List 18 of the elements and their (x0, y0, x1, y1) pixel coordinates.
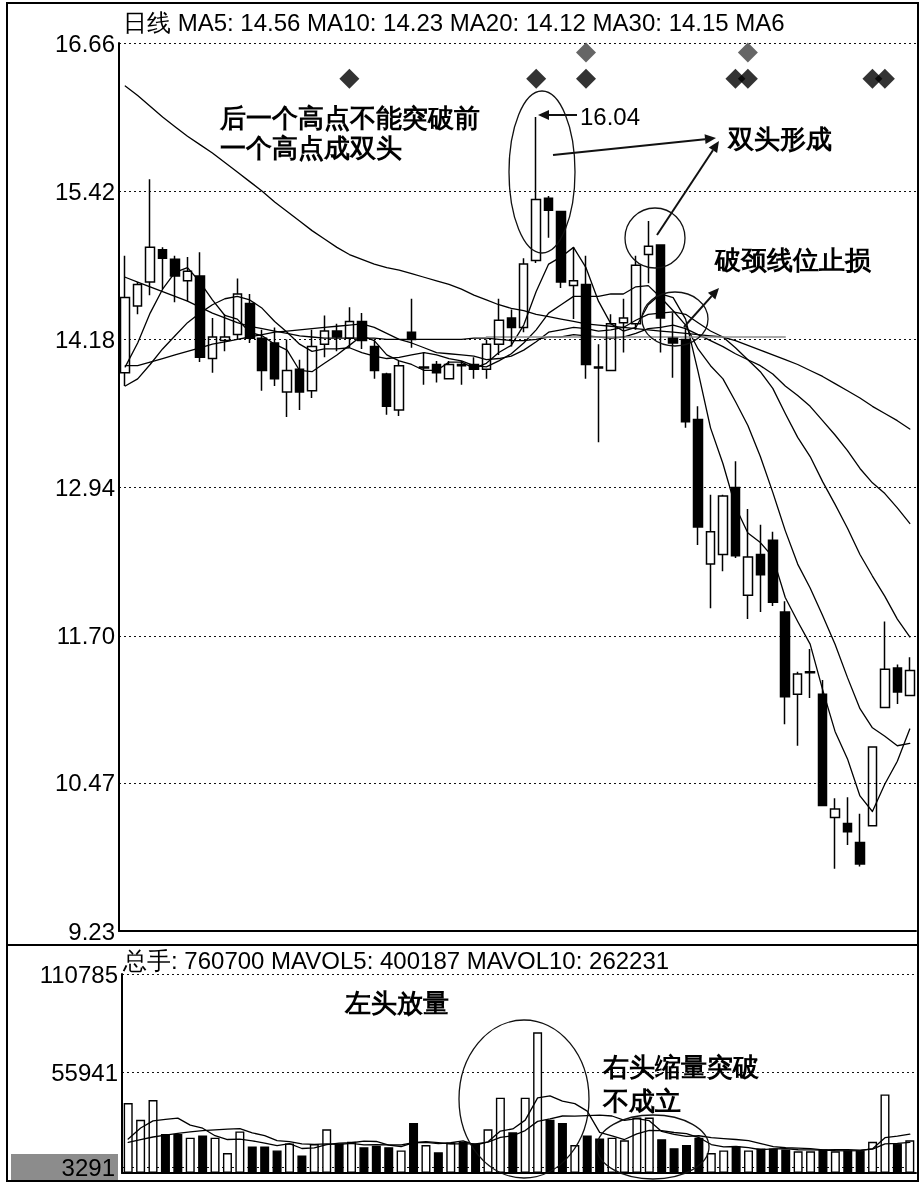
annotation: 双头形成 (727, 124, 832, 154)
y-tick-label: 15.42 (54, 177, 115, 205)
y-tick-label: 14.18 (54, 325, 115, 353)
y-tick-label: 16.66 (54, 29, 115, 57)
chart-title: 总手: 760700 MAVOL5: 400187 MAVOL10: 262231 (122, 946, 670, 974)
chart-title: 日线 MA5: 14.56 MA10: 14.23 MA20: 14.12 MA30: 14.15 MA6 (123, 8, 785, 36)
annotation: 后一个高点不能突破前一个高点成双头 (219, 103, 480, 163)
y-tick-label: 12.94 (54, 474, 115, 502)
annotation: 右头缩量突破不成立 (602, 1052, 760, 1116)
annotation: 16.04 (580, 102, 641, 130)
y-tick-label: 10.47 (54, 769, 115, 797)
y-tick-label: 55941 (51, 1058, 118, 1086)
annotation: 破颈线位止损 (714, 245, 872, 275)
annotation: 左头放量 (344, 988, 449, 1018)
y-tick-label: 11.70 (56, 622, 115, 650)
y-tick-label: 3291 (61, 1153, 115, 1181)
y-tick-label: 9.23 (68, 917, 115, 945)
y-tick-label: 110785 (39, 960, 118, 988)
